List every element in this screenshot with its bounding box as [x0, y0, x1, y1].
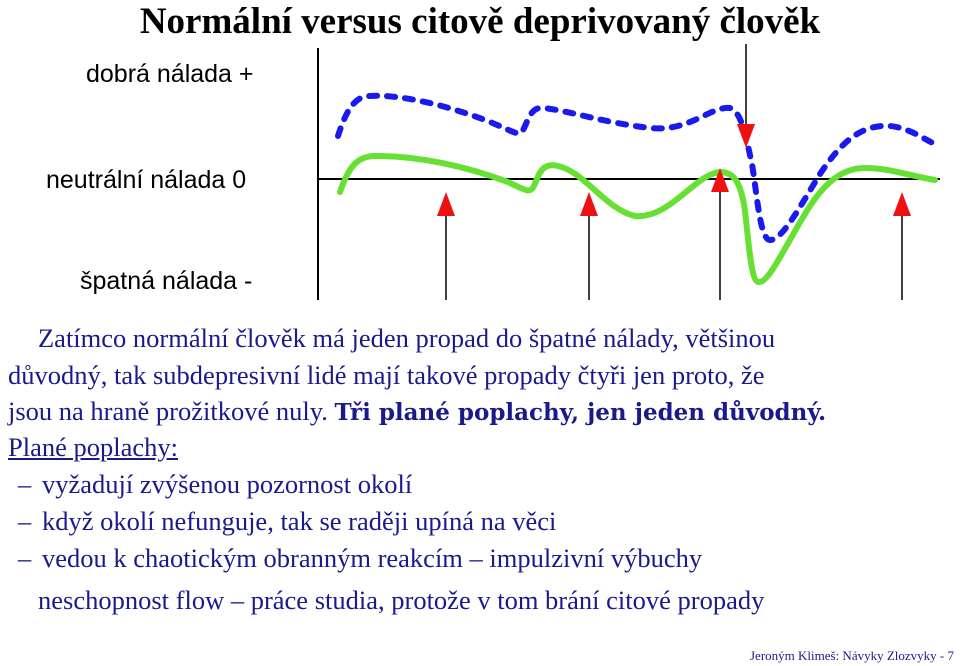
false-alarms-heading: Plané poplachy:	[8, 432, 178, 462]
bullet-text: vyžadují zvýšenou pozornost okolí	[42, 469, 413, 499]
bullet-text: když okolí nefunguje, tak se raději upín…	[42, 506, 557, 536]
bullet-dash: –	[18, 543, 32, 573]
label-neutral-mood: neutrální nálada 0	[46, 166, 246, 194]
intro-line-3-bold: Tři plané poplachy, jen jeden důvodný.	[334, 399, 827, 426]
arrow-up-2	[580, 192, 598, 300]
arrow-up-4	[893, 192, 911, 300]
intro-paragraph: Zatímco normální člověk má jeden propad …	[8, 320, 958, 432]
bullet-dash: –	[18, 469, 32, 499]
bullet-item-3: – vedou k chaotickým obranným reakcím – i…	[18, 540, 702, 577]
footer-credit: Jeroným Klimeš: Návyky Zlozvyky - 7	[750, 648, 954, 663]
bullet-dash: –	[18, 506, 32, 536]
arrow-up-3	[711, 168, 729, 300]
page-title: Normální versus citově deprivovaný člově…	[139, 1, 821, 42]
label-good-mood: dobrá nálada +	[86, 60, 254, 88]
normal-mood-line	[337, 152, 938, 285]
intro-line-1: Zatímco normální člověk má jeden propad …	[38, 323, 776, 353]
mood-diagram: dobrá nálada + neutrální nálada 0 špatná…	[30, 44, 960, 320]
intro-line-3-text: jsou na hraně prožitkové nuly.	[8, 396, 335, 426]
arrow-down	[737, 44, 755, 148]
bullet-text: vedou k chaotickým obranným reakcím – im…	[42, 543, 703, 573]
intro-line-2: důvodný, tak subdepresivní lidé mají tak…	[8, 359, 765, 390]
intro-line-3: jsou na hraně prožitkové nuly. Tři plané…	[8, 393, 958, 432]
arrow-up-1	[437, 192, 455, 300]
label-bad-mood: špatná nálada -	[80, 267, 252, 295]
bullet-item-2: – když okolí nefunguje, tak se raději upí…	[18, 503, 556, 540]
closing-line: neschopnost flow – práce studia, protože…	[38, 585, 765, 615]
deprived-mood-line	[335, 92, 938, 244]
bullet-item-1: – vyžadují zvýšenou pozornost okolí	[18, 466, 412, 503]
